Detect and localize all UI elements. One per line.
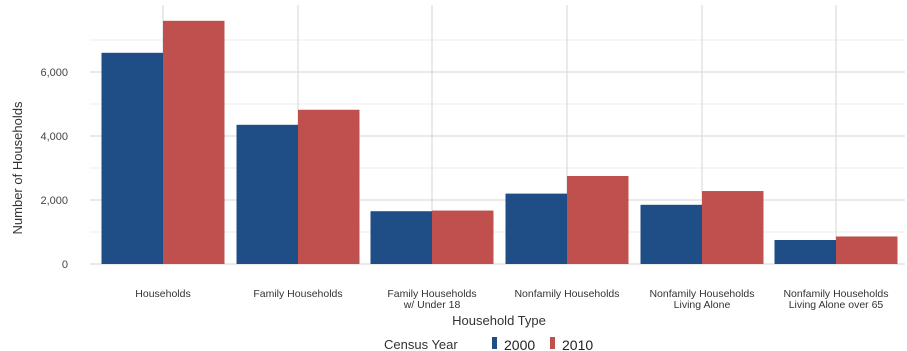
bar-2000-5 bbox=[774, 240, 836, 264]
bar-2000-0 bbox=[101, 52, 163, 264]
bar-2000-2 bbox=[370, 211, 432, 264]
x-category-label: Nonfamily Households bbox=[514, 288, 619, 300]
y-axis-ticks: 0 2,000 4,000 6,000 bbox=[40, 67, 68, 271]
bar-2000-3 bbox=[505, 193, 567, 264]
bar-2010-4 bbox=[702, 191, 764, 264]
y-tick-label: 0 bbox=[62, 259, 68, 271]
legend-label-2010: 2010 bbox=[562, 337, 593, 351]
legend: Census Year 2000 2010 bbox=[384, 337, 593, 351]
x-category-label: Family Households bbox=[253, 288, 342, 300]
bar-2010-1 bbox=[298, 109, 360, 264]
bar-2010-5 bbox=[836, 236, 898, 264]
y-axis-title: Number of Households bbox=[10, 101, 25, 234]
x-category-label: Family Households w/ Under 18 bbox=[387, 288, 476, 311]
y-tick-label: 4,000 bbox=[40, 131, 68, 143]
y-tick-label: 2,000 bbox=[40, 195, 68, 207]
bar-2010-0 bbox=[163, 20, 225, 264]
bars bbox=[101, 20, 898, 264]
x-axis-categories: Households Family Households Family Househ… bbox=[135, 288, 888, 311]
y-tick-label: 6,000 bbox=[40, 67, 68, 79]
bar-2010-3 bbox=[567, 176, 629, 264]
bar-2000-1 bbox=[236, 124, 298, 264]
bar-2010-2 bbox=[432, 210, 494, 264]
legend-swatch-2000 bbox=[492, 337, 497, 349]
x-axis-title: Household Type bbox=[452, 313, 546, 328]
legend-title: Census Year bbox=[384, 337, 458, 351]
bar-2000-4 bbox=[640, 204, 702, 264]
x-category-label: Households bbox=[135, 288, 190, 300]
legend-label-2000: 2000 bbox=[504, 337, 535, 351]
x-category-label: Nonfamily Households Living Alone over 65 bbox=[783, 288, 888, 311]
x-category-label: Nonfamily Households Living Alone bbox=[649, 288, 754, 311]
gridlines bbox=[90, 5, 905, 265]
legend-swatch-2010 bbox=[550, 337, 555, 349]
